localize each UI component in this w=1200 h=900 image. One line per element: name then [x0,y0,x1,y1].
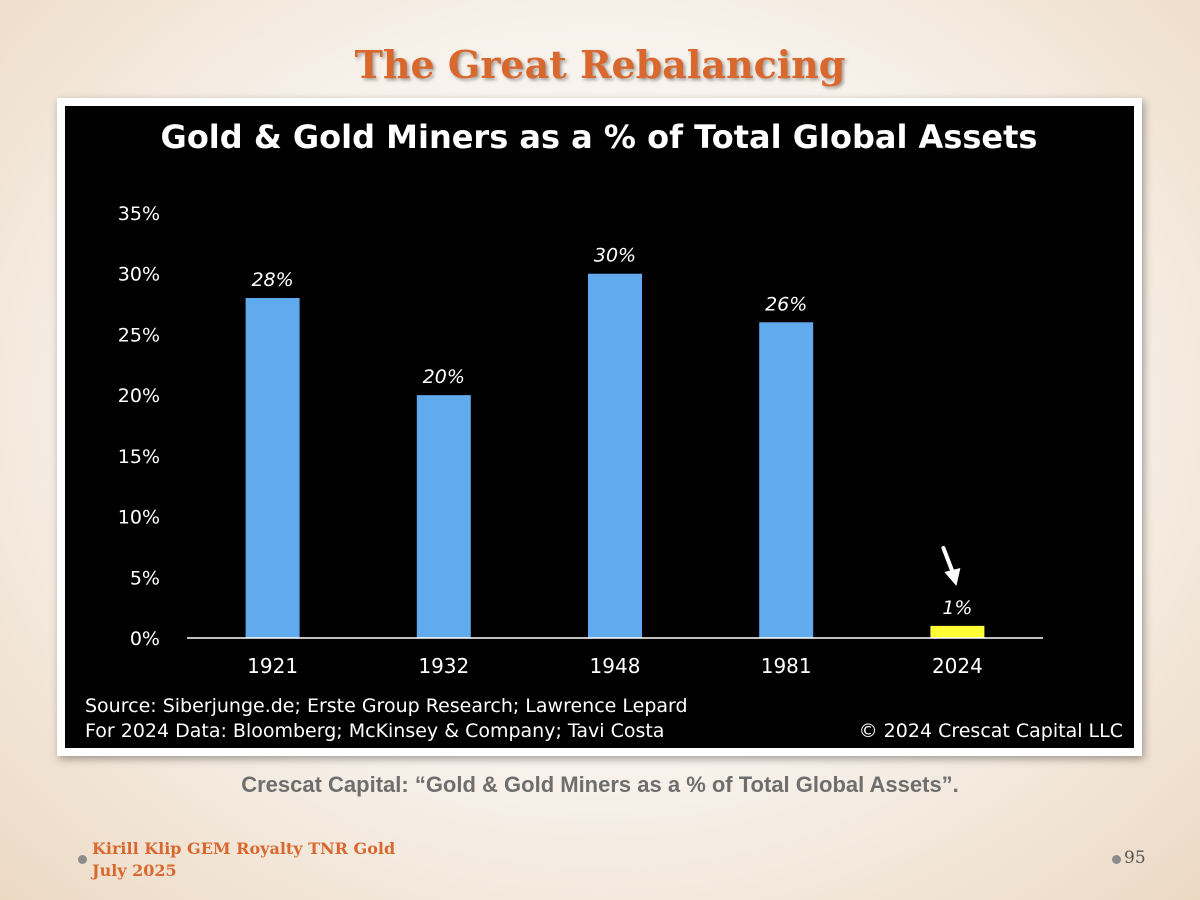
footer-date-line: July 2025 [92,861,177,880]
bar-1921 [245,298,300,638]
chart-panel: Gold & Gold Miners as a % of Total Globa… [65,106,1134,748]
source-line-2: For 2024 Data: Bloomberg; McKinsey & Com… [85,720,664,742]
y-tick-label: 20% [118,385,160,407]
footer-right-dot [1112,855,1121,864]
bar-1981 [759,322,814,638]
x-tick-label: 1948 [590,654,641,678]
y-tick-label: 0% [130,628,160,650]
chart-title: Gold & Gold Miners as a % of Total Globa… [161,118,1038,156]
data-labels: 28% 20% 30% 26% 1% [251,245,972,619]
x-axis: 1921 1932 1948 1981 2024 [247,654,983,678]
x-tick-label: 2024 [932,654,983,678]
data-label: 30% [594,245,636,267]
page-number: 95 [1124,848,1146,868]
y-tick-label: 35% [118,203,160,225]
y-tick-label: 30% [118,264,160,286]
y-axis: 0% 5% 10% 15% 20% 25% 30% 35% [118,203,160,650]
footer-author-line: Kirill Klip GEM Royalty TNR Gold [92,839,396,858]
bar-1932 [416,395,471,638]
x-tick-label: 1921 [247,654,298,678]
chart-frame: Gold & Gold Miners as a % of Total Globa… [57,98,1142,756]
x-tick-label: 1932 [418,654,469,678]
bars [245,273,985,638]
source-line-1: Source: Siberjunge.de; Erste Group Resea… [85,695,688,717]
bar-chart: Gold & Gold Miners as a % of Total Globa… [85,118,1123,742]
y-tick-label: 5% [130,567,160,589]
y-tick-label: 15% [118,446,160,468]
data-label: 1% [942,597,972,619]
footer-author: Kirill Klip GEM Royalty TNR Gold July 20… [92,838,395,882]
data-label: 20% [423,366,465,388]
data-label: 26% [765,293,807,315]
arrow-annotation-icon [941,546,961,586]
y-tick-label: 10% [118,507,160,529]
data-label: 28% [251,269,293,291]
x-tick-label: 1981 [761,654,812,678]
bar-1948 [588,273,642,638]
footer-left-dot [78,855,87,864]
bar-2024 [930,625,985,638]
slide-title: The Great Rebalancing [354,42,846,87]
y-tick-label: 25% [118,324,160,346]
slide-caption: Crescat Capital: “Gold & Gold Miners as … [241,772,959,797]
copyright: © 2024 Crescat Capital LLC [859,720,1123,742]
